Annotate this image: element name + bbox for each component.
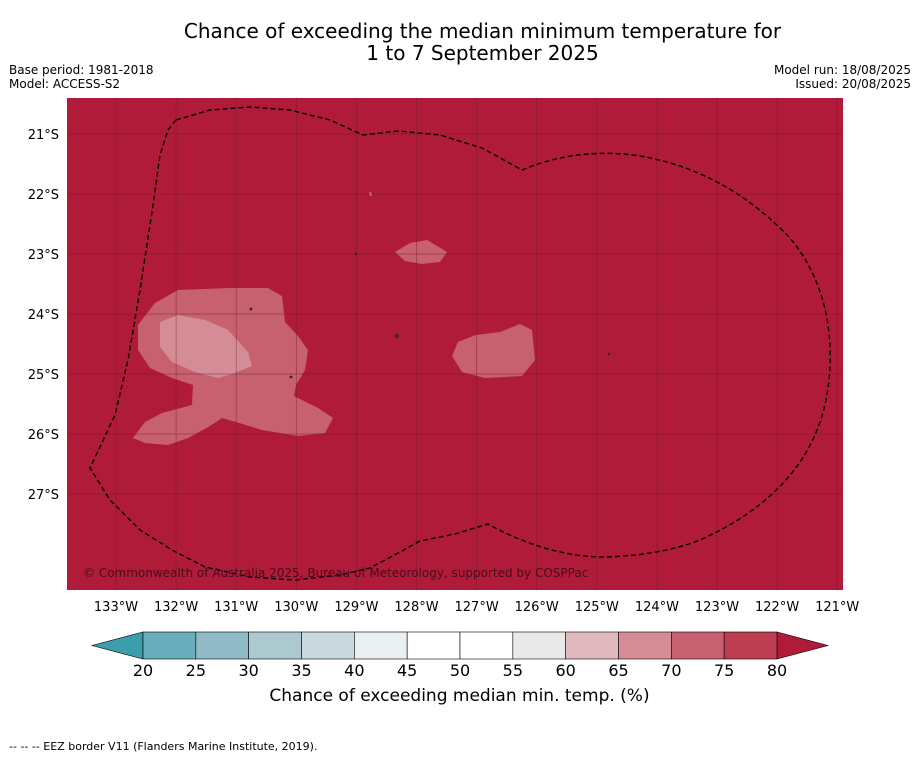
eez-border bbox=[89, 106, 831, 581]
colorbar-segment bbox=[723, 631, 778, 660]
colorbar-segment bbox=[565, 631, 619, 660]
gridlines bbox=[67, 98, 843, 590]
region-65-70-west bbox=[160, 315, 252, 378]
lat-tick-label: 22°S bbox=[28, 188, 59, 203]
colorbar-tick-label: 40 bbox=[344, 661, 364, 680]
meta-left: Base period: 1981-2018 Model: ACCESS-S2 bbox=[9, 63, 154, 91]
small-region-70-75 bbox=[369, 191, 372, 197]
region-70-75-east bbox=[452, 324, 535, 378]
colorbar-segment bbox=[195, 631, 249, 660]
lon-tick-label: 129°W bbox=[334, 600, 378, 615]
meta-right: Model run: 18/08/2025 Issued: 20/08/2025 bbox=[774, 63, 911, 91]
colorbar-tick-label: 20 bbox=[133, 661, 153, 680]
colorbar-tick-label: 75 bbox=[714, 661, 734, 680]
lat-tick-label: 26°S bbox=[28, 428, 59, 443]
model-name: Model: ACCESS-S2 bbox=[9, 77, 121, 91]
colorbar-under-arrow bbox=[90, 631, 144, 660]
colorbar-tick-label: 80 bbox=[767, 661, 787, 680]
colorbar-segment bbox=[459, 631, 514, 660]
colorbar-segment bbox=[671, 631, 725, 660]
colorbar-label: Chance of exceeding median min. temp. (%… bbox=[269, 686, 650, 706]
colorbar-tick-label: 25 bbox=[186, 661, 206, 680]
lon-tick-label: 125°W bbox=[575, 600, 619, 615]
lon-tick-label: 130°W bbox=[274, 600, 318, 615]
lon-tick-label: 132°W bbox=[154, 600, 198, 615]
model-run: Model run: 18/08/2025 bbox=[773, 63, 911, 77]
lon-tick-label: 121°W bbox=[815, 600, 859, 615]
map-title-line-2: 1 to 7 September 2025 bbox=[366, 41, 599, 65]
lat-tick-label: 24°S bbox=[28, 308, 59, 323]
lat-tick-label: 27°S bbox=[28, 488, 59, 503]
colorbar-tick-label: 35 bbox=[291, 661, 311, 680]
longitude-labels: 133°W 132°W 131°W 130°W 129°W 128°W 127°W 126°W… bbox=[94, 600, 860, 615]
colorbar-tick-label: 50 bbox=[450, 661, 470, 680]
colorbar-tick-label: 45 bbox=[397, 661, 417, 680]
issued-date: Issued: 20/08/2025 bbox=[795, 77, 911, 91]
colorbar-tick-label: 30 bbox=[238, 661, 258, 680]
map-title-line-1: Chance of exceeding the median minimum t… bbox=[183, 19, 782, 43]
lon-tick-label: 124°W bbox=[635, 600, 679, 615]
island-markers bbox=[249, 252, 611, 379]
lat-tick-label: 21°S bbox=[28, 128, 59, 143]
lon-tick-label: 128°W bbox=[394, 600, 438, 615]
colorbar-segment bbox=[142, 631, 197, 660]
region-70-75-north bbox=[395, 240, 447, 264]
colorbar-segment bbox=[618, 631, 672, 660]
colorbar-segment bbox=[301, 631, 355, 660]
base-period: Base period: 1981-2018 bbox=[9, 63, 154, 77]
colorbar-segment bbox=[512, 631, 566, 660]
colorbar: 20 25 30 35 40 45 50 55 60 65 70 75 80 bbox=[90, 631, 830, 680]
latitude-labels: 21°S 22°S 23°S 24°S 25°S 26°S 27°S bbox=[28, 128, 59, 503]
lat-tick-label: 25°S bbox=[28, 368, 59, 383]
lon-tick-label: 131°W bbox=[214, 600, 258, 615]
copyright-text: © Commonwealth of Australia 2025, Bureau… bbox=[83, 566, 588, 580]
lon-tick-label: 123°W bbox=[695, 600, 739, 615]
lon-tick-label: 127°W bbox=[455, 600, 499, 615]
lon-tick-label: 126°W bbox=[515, 600, 559, 615]
eez-footnote: -- -- -- EEZ border V11 (Flanders Marine… bbox=[9, 740, 318, 753]
colorbar-segment bbox=[406, 631, 461, 660]
colorbar-tick-label: 70 bbox=[661, 661, 681, 680]
colorbar-over-arrow bbox=[776, 631, 830, 660]
colorbar-segment bbox=[248, 631, 302, 660]
lat-tick-label: 23°S bbox=[28, 248, 59, 263]
lon-tick-label: 133°W bbox=[94, 600, 138, 615]
lon-tick-label: 122°W bbox=[755, 600, 799, 615]
colorbar-tick-label: 65 bbox=[608, 661, 628, 680]
colorbar-tick-label: 60 bbox=[555, 661, 575, 680]
colorbar-tick-label: 55 bbox=[503, 661, 523, 680]
colorbar-segment bbox=[354, 631, 408, 660]
